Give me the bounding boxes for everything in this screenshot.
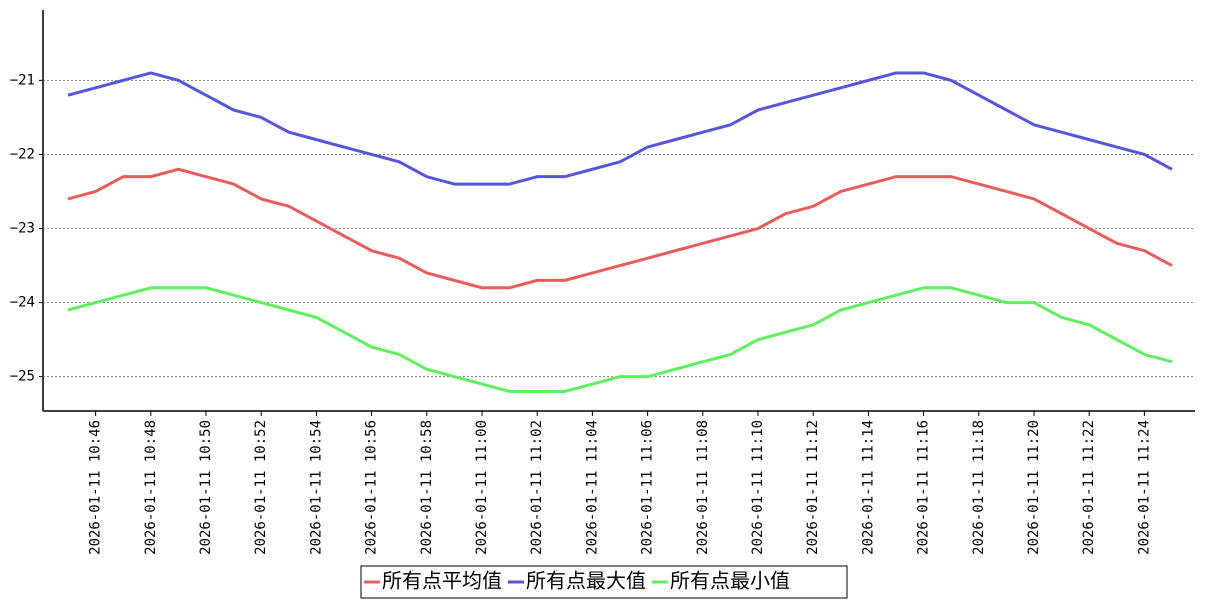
legend: 所有点平均值 所有点最大值 所有点最小值 [364, 569, 790, 593]
x-tick-label: 2026-01-11 11:10 [750, 420, 766, 555]
x-tick-label: 2026-01-11 11:12 [805, 420, 821, 555]
x-tick-label: 2026-01-11 11:22 [1081, 420, 1097, 555]
series-line [67, 167, 1173, 290]
series-line [67, 71, 1173, 186]
x-tick-label: 2026-01-11 10:56 [364, 420, 380, 555]
x-tick-label: 2026-01-11 10:46 [88, 420, 104, 555]
y-tick-label: −24 [10, 295, 35, 311]
x-tick-label: 2026-01-11 10:58 [419, 420, 435, 555]
y-tick-label: −25 [10, 369, 35, 385]
legend-label: 所有点最小值 [670, 569, 790, 593]
legend-label: 所有点平均值 [382, 569, 502, 593]
x-tick-label: 2026-01-11 10:50 [198, 420, 214, 555]
x-tick-label: 2026-01-11 11:04 [584, 420, 600, 555]
x-tick-label: 2026-01-11 10:52 [253, 420, 269, 555]
x-tick-label: 2026-01-11 11:20 [1026, 420, 1042, 555]
x-tick-label: 2026-01-11 11:14 [860, 420, 876, 555]
x-tick-label: 2026-01-11 11:24 [1136, 420, 1152, 555]
y-tick-label: −21 [10, 72, 35, 88]
legend-box [360, 565, 848, 599]
x-tick-label: 2026-01-11 11:06 [640, 420, 656, 555]
x-tick-label: 2026-01-11 11:16 [916, 420, 932, 555]
x-tick-label: 2026-01-11 11:18 [971, 420, 987, 555]
y-tick-label: −22 [10, 146, 35, 162]
x-tick-label: 2026-01-11 11:02 [529, 420, 545, 555]
x-tick-label: 2026-01-11 10:54 [308, 420, 324, 555]
x-tick-label: 2026-01-11 10:48 [143, 420, 159, 555]
series-line [67, 286, 1173, 393]
x-tick-label: 2026-01-11 11:00 [474, 420, 490, 555]
legend-label: 所有点最大值 [526, 569, 646, 593]
y-tick-label: −23 [10, 221, 35, 237]
x-tick-label: 2026-01-11 11:08 [695, 420, 711, 555]
